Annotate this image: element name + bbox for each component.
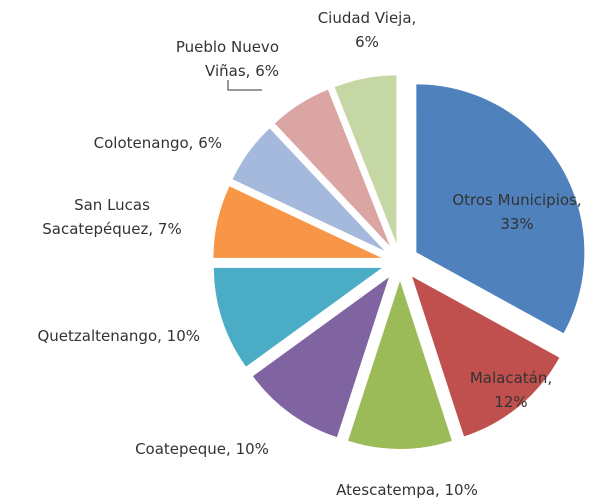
pie-slice <box>232 128 385 251</box>
label-line: Colotenango, 6% <box>94 134 222 152</box>
pie-slice <box>213 186 382 258</box>
pie-slice <box>252 277 389 438</box>
label-line: Pueblo Nuevo <box>176 38 279 56</box>
data-label: San Lucas Sacatepéquez, 7% <box>42 196 181 238</box>
label-line: Malacatán, <box>470 369 552 387</box>
label-line: 33% <box>500 215 533 233</box>
pie-slice <box>334 75 397 244</box>
data-label: Malacatán, 12% <box>470 369 552 411</box>
label-line: Sacatepéquez, 7% <box>42 220 181 238</box>
pie-slice <box>213 267 382 367</box>
label-line: Quetzaltenango, 10% <box>37 327 200 345</box>
label-line: Otros Municipios, <box>452 191 581 209</box>
pie-slice <box>274 89 390 246</box>
label-line: Coatepeque, 10% <box>135 440 269 458</box>
data-label: Ciudad Vieja, 6% <box>318 9 417 51</box>
label-line: Atescatempa, 10% <box>336 481 478 499</box>
label-line: 12% <box>494 393 527 411</box>
leader-line <box>227 80 262 91</box>
data-label: Otros Municipios, 33% <box>452 191 581 233</box>
label-line: Ciudad Vieja, <box>318 9 417 27</box>
label-line: 6% <box>355 33 379 51</box>
pie-slice <box>412 276 560 437</box>
pie-slice <box>348 281 452 449</box>
data-label: Pueblo Nuevo Viñas, 6% <box>176 38 279 80</box>
data-label: Quetzaltenango, 10% <box>37 327 200 345</box>
pie-slice <box>416 84 585 334</box>
label-line: Viñas, 6% <box>205 62 279 80</box>
label-line: San Lucas <box>74 196 150 214</box>
data-label: Coatepeque, 10% <box>135 440 269 458</box>
data-label: Colotenango, 6% <box>94 134 222 152</box>
data-label: Atescatempa, 10% <box>336 481 478 499</box>
